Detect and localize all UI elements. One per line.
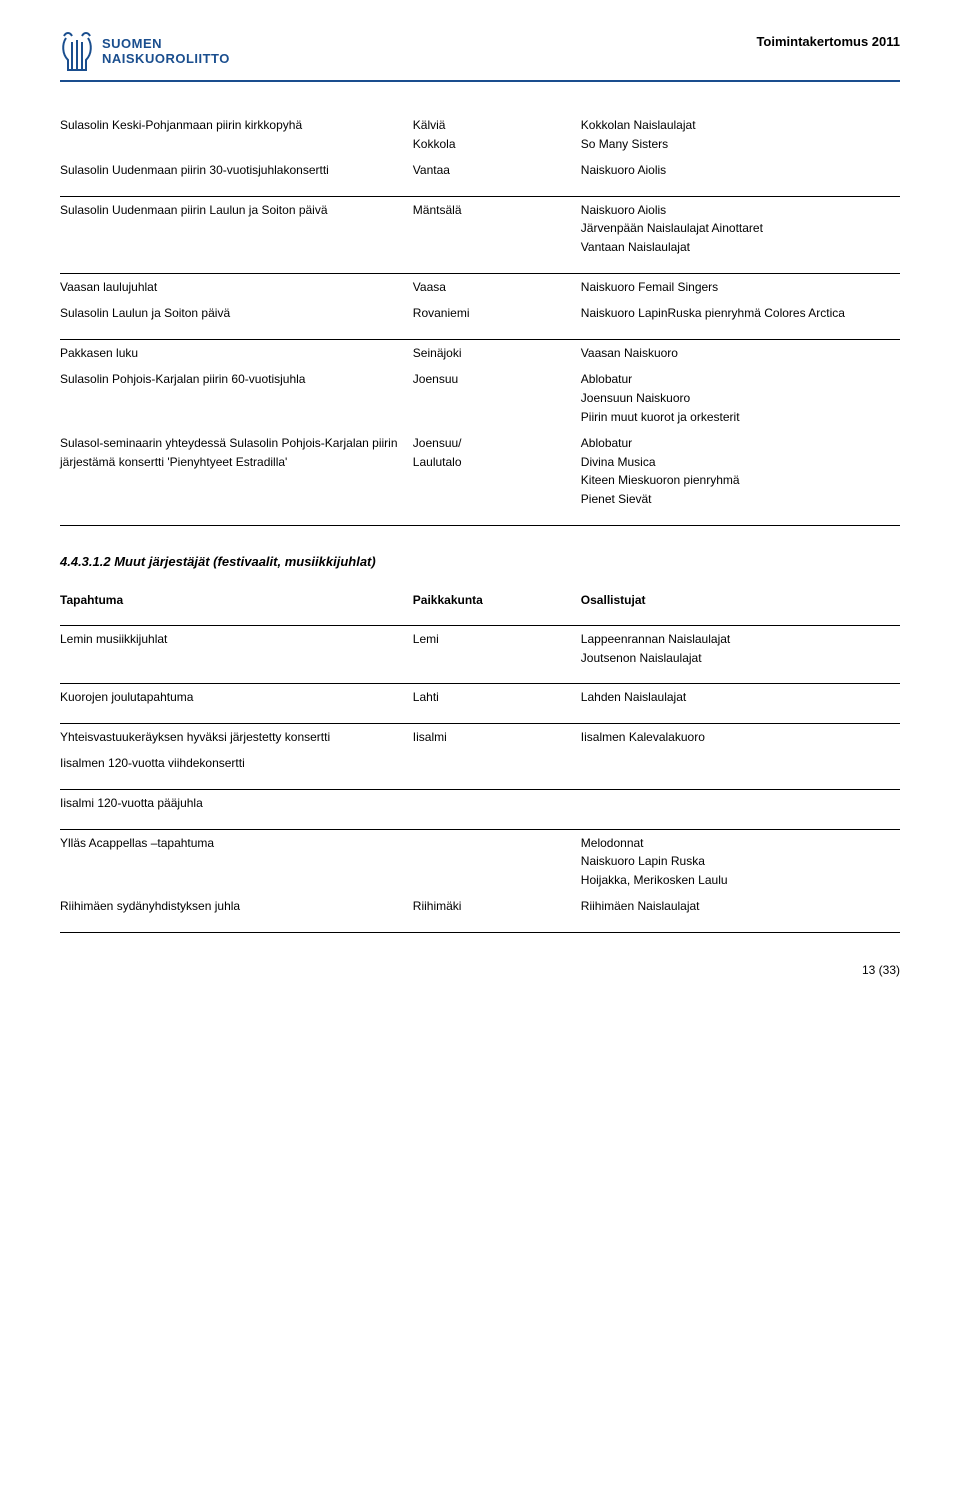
table-row: Riihimäen sydänyhdistyksen juhlaRiihimäk… <box>60 893 900 920</box>
place-cell: Lahti <box>413 684 581 711</box>
separator-row <box>60 327 900 340</box>
event-cell: Iisalmen 120-vuotta viihdekonsertti <box>60 750 413 777</box>
table-row: Lemin musiikkijuhlatLemiLappeenrannan Na… <box>60 626 900 672</box>
table-row: Vaasan laulujuhlatVaasaNaiskuoro Femail … <box>60 273 900 300</box>
place-cell <box>413 829 581 893</box>
event-cell: Sulasol-seminaarin yhteydessä Sulasolin … <box>60 430 413 512</box>
place-cell: Iisalmi <box>413 723 581 750</box>
events-table-1: Sulasolin Keski-Pohjanmaan piirin kirkko… <box>60 112 900 526</box>
logo-block: SUOMEN NAISKUOROLIITTO <box>60 30 230 74</box>
event-cell: Riihimäen sydänyhdistyksen juhla <box>60 893 413 920</box>
participants-cell: Naiskuoro AiolisJärvenpään Naislaulajat … <box>581 196 900 260</box>
table-row: Yhteisvastuukeräyksen hyväksi järjestett… <box>60 723 900 750</box>
table-row: Iisalmen 120-vuotta viihdekonsertti <box>60 750 900 777</box>
table-row: Pakkasen lukuSeinäjokiVaasan Naiskuoro <box>60 339 900 366</box>
place-cell <box>413 750 581 777</box>
event-cell: Sulasolin Pohjois-Karjalan piirin 60-vuo… <box>60 366 413 430</box>
table-header-cell: Osallistujat <box>581 587 900 614</box>
place-cell: Vaasa <box>413 273 581 300</box>
separator-row <box>60 920 900 933</box>
place-cell: KälviäKokkola <box>413 112 581 157</box>
section-title: 4.4.3.1.2 Muut järjestäjät (festivaalit,… <box>60 554 900 569</box>
table-row: Sulasolin Uudenmaan piirin 30-vuotisjuhl… <box>60 157 900 184</box>
table-row: Sulasolin Uudenmaan piirin Laulun ja Soi… <box>60 196 900 260</box>
table-row: Sulasolin Keski-Pohjanmaan piirin kirkko… <box>60 112 900 157</box>
place-cell: Vantaa <box>413 157 581 184</box>
participants-cell: Iisalmen Kalevalakuoro <box>581 723 900 750</box>
event-cell: Ylläs Acappellas –tapahtuma <box>60 829 413 893</box>
logo-line2: NAISKUOROLIITTO <box>102 52 230 67</box>
event-cell: Iisalmi 120-vuotta pääjuhla <box>60 790 413 817</box>
table-header-row: TapahtumaPaikkakuntaOsallistujat <box>60 587 900 614</box>
place-cell <box>413 790 581 817</box>
event-cell: Kuorojen joulutapahtuma <box>60 684 413 711</box>
separator-row <box>60 777 900 790</box>
event-cell: Sulasolin Keski-Pohjanmaan piirin kirkko… <box>60 112 413 157</box>
separator-row <box>60 613 900 626</box>
participants-cell: Riihimäen Naislaulajat <box>581 893 900 920</box>
event-cell: Sulasolin Uudenmaan piirin 30-vuotisjuhl… <box>60 157 413 184</box>
table-header-cell: Tapahtuma <box>60 587 413 614</box>
participants-cell: AblobaturDivina MusicaKiteen Mieskuoron … <box>581 430 900 512</box>
events-table-2: TapahtumaPaikkakuntaOsallistujat Lemin mu… <box>60 587 900 934</box>
table-header-cell: Paikkakunta <box>413 587 581 614</box>
table-row: Kuorojen joulutapahtumaLahtiLahden Naisl… <box>60 684 900 711</box>
place-cell: Joensuu/Laulutalo <box>413 430 581 512</box>
logo-line1: SUOMEN <box>102 37 230 52</box>
participants-cell: Kokkolan NaislaulajatSo Many Sisters <box>581 112 900 157</box>
event-cell: Pakkasen luku <box>60 339 413 366</box>
participants-cell: Lappeenrannan NaislaulajatJoutsenon Nais… <box>581 626 900 672</box>
separator-row <box>60 261 900 274</box>
page-header: SUOMEN NAISKUOROLIITTO Toimintakertomus … <box>60 30 900 82</box>
participants-cell: Lahden Naislaulajat <box>581 684 900 711</box>
participants-cell: Naiskuoro Aiolis <box>581 157 900 184</box>
event-cell: Lemin musiikkijuhlat <box>60 626 413 672</box>
separator-row <box>60 513 900 526</box>
participants-cell: Naiskuoro Femail Singers <box>581 273 900 300</box>
participants-cell: AblobaturJoensuun NaiskuoroPiirin muut k… <box>581 366 900 430</box>
participants-cell <box>581 790 900 817</box>
separator-row <box>60 711 900 724</box>
table-row: Iisalmi 120-vuotta pääjuhla <box>60 790 900 817</box>
participants-cell: MelodonnatNaiskuoro Lapin RuskaHoijakka,… <box>581 829 900 893</box>
participants-cell: Vaasan Naiskuoro <box>581 339 900 366</box>
separator-row <box>60 184 900 197</box>
separator-row <box>60 671 900 684</box>
table-row: Ylläs Acappellas –tapahtuma MelodonnatNai… <box>60 829 900 893</box>
place-cell: Joensuu <box>413 366 581 430</box>
participants-cell: Naiskuoro LapinRuska pienryhmä Colores A… <box>581 300 900 327</box>
place-cell: Lemi <box>413 626 581 672</box>
separator-row <box>60 817 900 830</box>
event-cell: Yhteisvastuukeräyksen hyväksi järjestett… <box>60 723 413 750</box>
place-cell: Seinäjoki <box>413 339 581 366</box>
table-row: Sulasolin Pohjois-Karjalan piirin 60-vuo… <box>60 366 900 430</box>
table-row: Sulasol-seminaarin yhteydessä Sulasolin … <box>60 430 900 512</box>
document-title: Toimintakertomus 2011 <box>756 34 900 49</box>
place-cell: Riihimäki <box>413 893 581 920</box>
place-cell: Rovaniemi <box>413 300 581 327</box>
lyre-logo-icon <box>60 30 94 74</box>
event-cell: Sulasolin Uudenmaan piirin Laulun ja Soi… <box>60 196 413 260</box>
table-row: Sulasolin Laulun ja Soiton päiväRovaniem… <box>60 300 900 327</box>
logo-text: SUOMEN NAISKUOROLIITTO <box>102 37 230 67</box>
place-cell: Mäntsälä <box>413 196 581 260</box>
event-cell: Vaasan laulujuhlat <box>60 273 413 300</box>
participants-cell <box>581 750 900 777</box>
event-cell: Sulasolin Laulun ja Soiton päivä <box>60 300 413 327</box>
page-number: 13 (33) <box>60 963 900 977</box>
